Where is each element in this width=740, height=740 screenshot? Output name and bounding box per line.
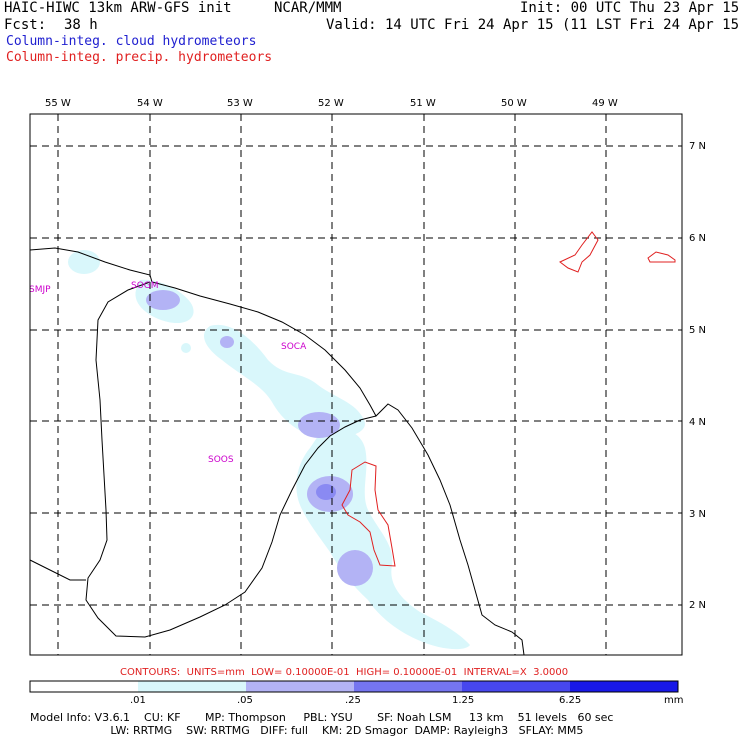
map-frame <box>29 113 683 656</box>
lat-label: 7 N <box>689 141 706 152</box>
forecast-hour: 38 h <box>64 17 98 33</box>
colorbar-cell <box>462 681 570 692</box>
colorbar-cell <box>354 681 462 692</box>
colorbar-cell <box>30 681 138 692</box>
colorbar-cell <box>246 681 354 692</box>
colorbar-tick: .25 <box>345 695 361 706</box>
cloud-shading-core <box>316 484 336 500</box>
colorbar-tick: .01 <box>130 695 146 706</box>
field-precip-label: Column-integ. precip. hydrometeors <box>6 50 273 65</box>
lat-label: 5 N <box>689 325 706 336</box>
forecast-label: Fcst: <box>4 17 47 33</box>
country-border <box>85 281 377 638</box>
lat-label: 3 N <box>689 509 706 520</box>
station-label: SMJP <box>29 285 51 295</box>
field-cloud-label: Column-integ. cloud hydrometeors <box>6 34 257 49</box>
lat-label: 2 N <box>689 600 706 611</box>
lat-label: 4 N <box>689 417 706 428</box>
lon-label: 51 W <box>410 98 436 109</box>
colorbar-units: mm <box>664 695 683 706</box>
lon-label: 53 W <box>227 98 253 109</box>
colorbar-cell <box>570 681 678 692</box>
contour-info: CONTOURS: UNITS=mm LOW= 0.10000E-01 HIGH… <box>120 667 569 678</box>
coastline <box>29 247 525 656</box>
lat-lon-grid <box>30 114 682 655</box>
station-label: SOGM <box>131 281 159 291</box>
color-bar: .01 .05 .25 1.25 6.25 mm <box>29 680 683 706</box>
station-label: SOCA <box>281 342 307 352</box>
colorbar-tick: 6.25 <box>559 695 581 706</box>
lat-label: 6 N <box>689 233 706 244</box>
lon-label: 49 W <box>592 98 618 109</box>
lon-label: 52 W <box>318 98 344 109</box>
precip-contours <box>341 231 676 567</box>
org-label: NCAR/MMM <box>274 0 342 16</box>
model-info-line2: LW: RRTMG SW: RRTMG DIFF: full KM: 2D Sm… <box>30 724 584 737</box>
lon-label: 50 W <box>501 98 527 109</box>
model-title: HAIC-HIWC 13km ARW-GFS init <box>4 0 232 16</box>
model-info-line1: Model Info: V3.6.1 CU: KF MP: Thompson P… <box>30 711 614 724</box>
init-time: Init: 00 UTC Thu 23 Apr 15 <box>520 0 740 16</box>
valid-time: Valid: 14 UTC Fri 24 Apr 15 (11 LST Fri … <box>326 17 740 33</box>
colorbar-tick: .05 <box>237 695 253 706</box>
station-label: SOOS <box>208 455 234 465</box>
lon-label: 54 W <box>137 98 163 109</box>
cloud-shading-light <box>68 250 470 650</box>
country-border <box>29 559 86 581</box>
lon-label: 55 W <box>45 98 71 109</box>
colorbar-tick: 1.25 <box>452 695 474 706</box>
colorbar-cell <box>138 681 246 692</box>
